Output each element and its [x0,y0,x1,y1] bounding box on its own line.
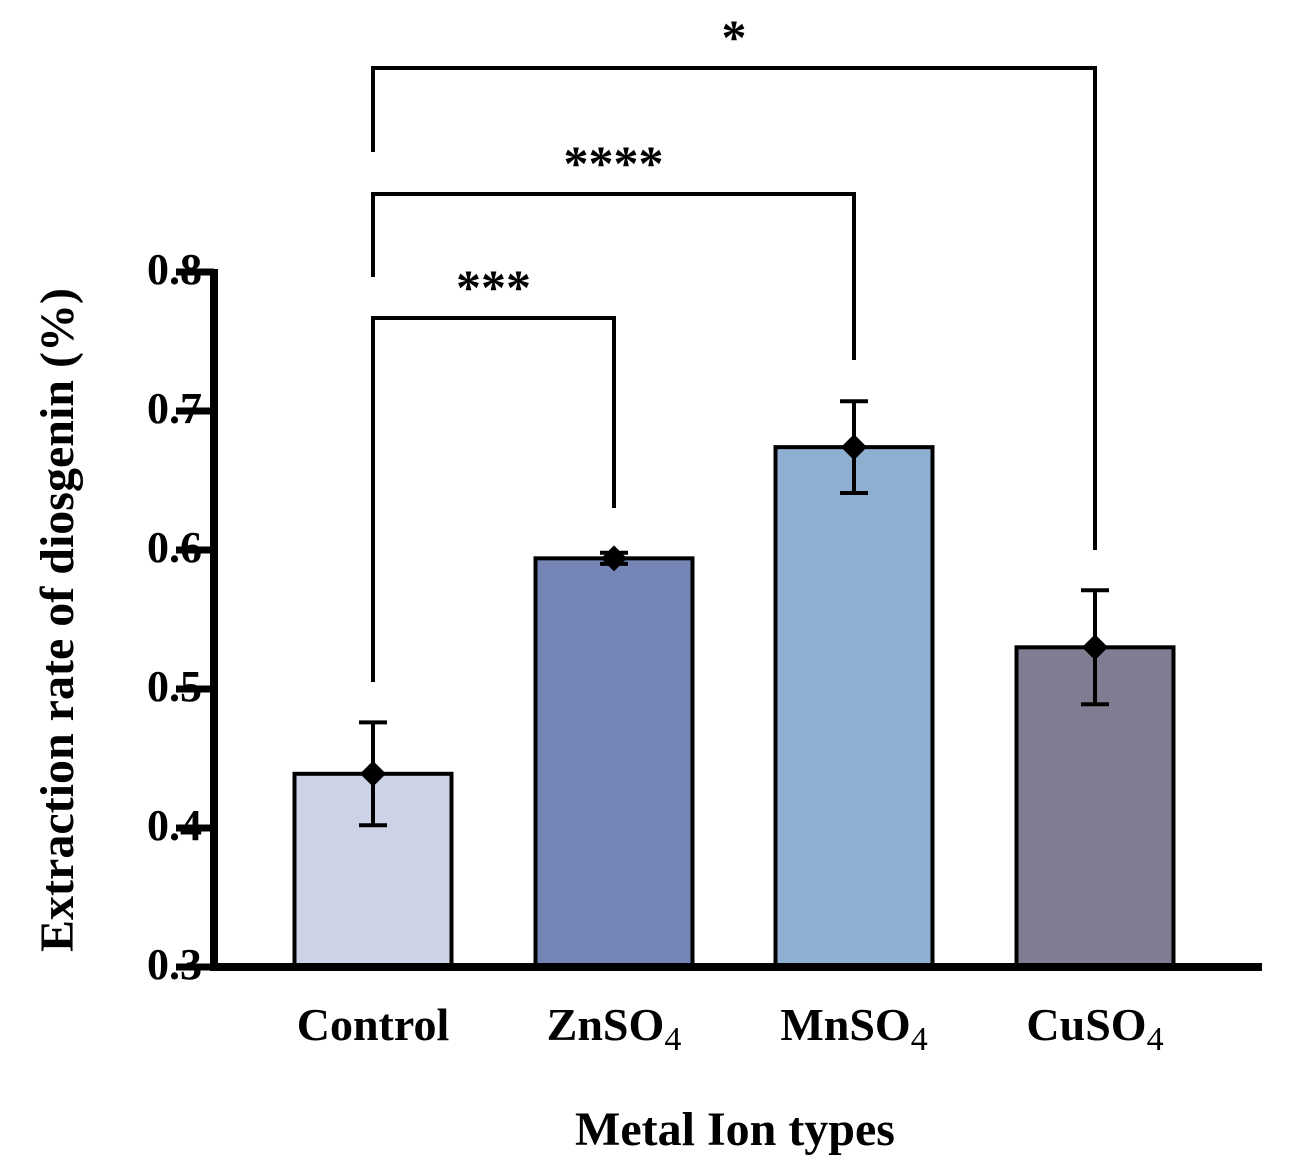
significance-bracket [371,316,616,682]
y-tick-label: 0.8 [147,245,202,294]
error-bars-layer [359,399,1109,828]
y-tick-label: 0.6 [147,523,202,572]
significance-label: *** [456,259,531,315]
y-tick-label: 0.4 [147,801,202,850]
mean-diamond-marker [841,434,867,461]
significance-bracket [371,66,1097,550]
y-tick-label: 0.5 [147,662,202,711]
x-tick-label: MnSO4 [780,999,927,1058]
bar-znso4 [533,556,695,970]
y-tick-label: 0.7 [147,384,202,433]
mean-diamond-marker [360,760,386,787]
bar-mnso4 [773,445,935,969]
mean-diamond-marker [601,545,627,572]
x-tick-label: Control [297,999,450,1050]
labels-layer: 0.3 0.4 0.5 0.6 0.7 0.8 Control ZnSO4 MnSO4 CuSO4 [147,245,1164,1058]
significance-bracket [371,192,856,360]
bars-layer [292,445,1176,970]
y-axis-title: Extraction rate of diosgenin (%) [31,288,84,952]
x-tick-label: CuSO4 [1026,999,1163,1058]
significance-label: **** [564,135,664,191]
x-axis-title: Metal Ion types [575,1103,895,1156]
axes-layer [176,268,1262,971]
x-tick-label: ZnSO4 [547,999,682,1058]
significance-layer: ******** [371,9,1097,682]
y-tick-label: 0.3 [147,940,202,989]
significance-label: * [722,9,747,65]
mean-diamond-marker [1082,634,1108,661]
